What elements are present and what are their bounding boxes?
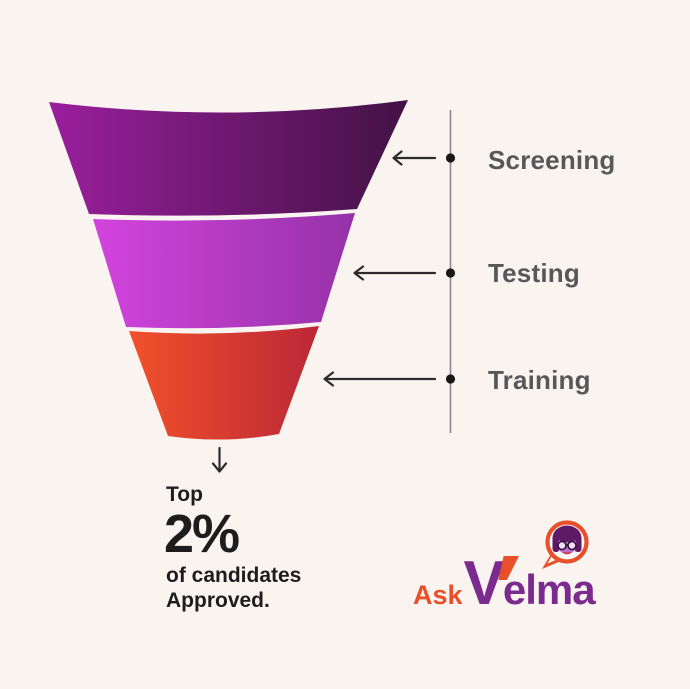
stage-label-training: Training (488, 365, 591, 395)
logo-velma-initial: V (463, 549, 505, 618)
guide-dot-screening (445, 153, 456, 163)
guide-dot-testing (445, 268, 456, 278)
logo-velma-rest: elma (502, 566, 596, 613)
funnel-segment-testing (93, 213, 355, 329)
stage-label-screening: Screening (488, 145, 616, 175)
velma-mascot-icon (542, 520, 589, 569)
guide-dot-training (445, 374, 456, 384)
caption-top-label: Top (166, 483, 203, 506)
caption-line1: of candidates (166, 564, 302, 587)
result-caption: Top 2% of candidates Approved. (164, 483, 366, 613)
arrow-down-result-icon (211, 446, 228, 473)
funnel-segment-training (129, 326, 319, 440)
logo-ask-text: Ask (413, 580, 463, 610)
arrow-left-testing-icon (353, 265, 437, 281)
caption-line2: Approved. (166, 589, 270, 612)
arrow-left-training-icon (323, 371, 437, 387)
funnel-segment-screening (49, 100, 408, 216)
logo-wordmark: Ask V elma (413, 548, 596, 619)
stage-label-testing: Testing (488, 258, 580, 288)
arrow-left-screening-icon (392, 150, 437, 166)
askvelma-logo: Ask V elma (413, 504, 643, 618)
caption-percentage: 2% (164, 504, 240, 564)
